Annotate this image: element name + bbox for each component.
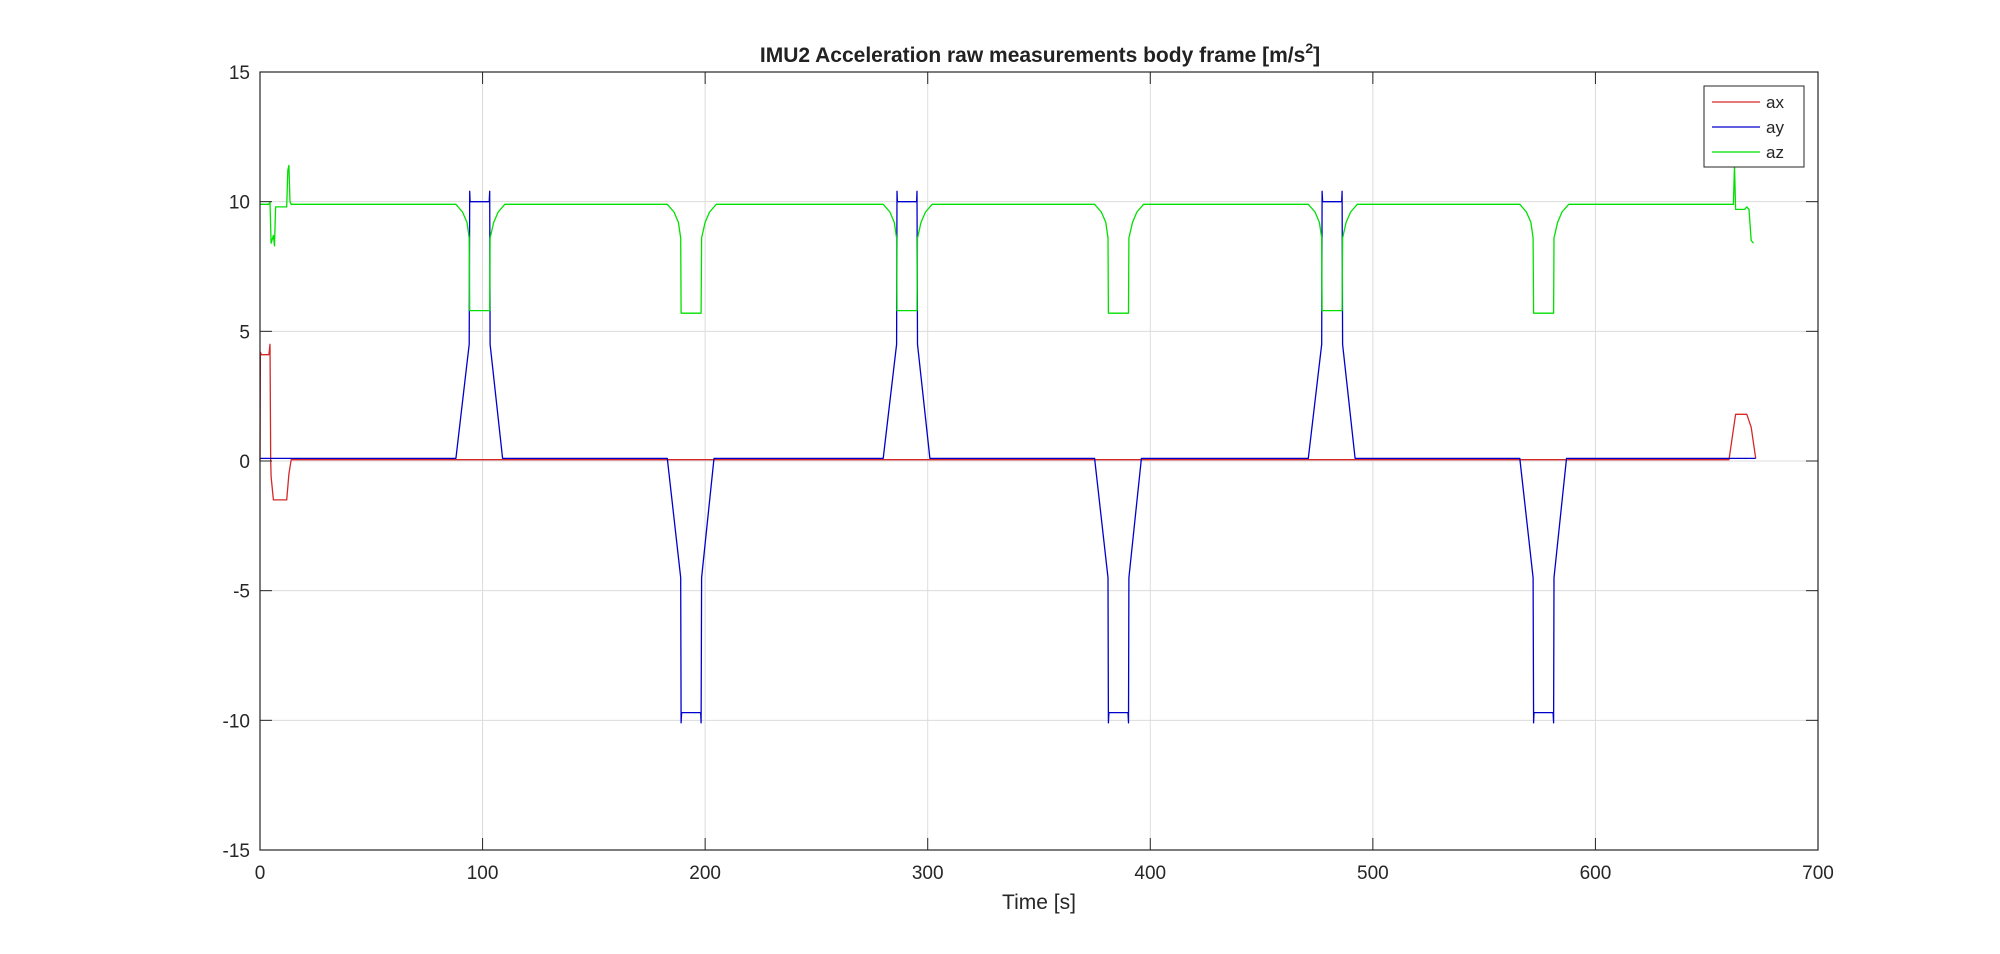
y-tick-label: 0 — [239, 452, 250, 473]
legend-label-ax: ax — [1766, 93, 1784, 112]
x-tick-label: 0 — [255, 863, 266, 884]
x-axis-label: Time [s] — [1002, 891, 1076, 914]
y-tick-label: 10 — [229, 193, 250, 214]
y-tick-label: 5 — [239, 322, 250, 343]
y-tick-label: -5 — [233, 582, 250, 603]
x-tick-label: 300 — [912, 863, 944, 884]
x-tick-label: 100 — [467, 863, 499, 884]
series-lines — [259, 164, 1757, 724]
series-line-az — [260, 164, 1754, 314]
legend-label-az: az — [1766, 143, 1784, 162]
chart-title-superscript: 2 — [1305, 40, 1313, 56]
x-tick-label: 700 — [1802, 863, 1834, 884]
y-tick-label: -15 — [223, 841, 250, 862]
chart-title-main: IMU2 Acceleration raw measurements body … — [760, 44, 1305, 67]
series-line-ay — [260, 190, 1756, 724]
legend[interactable]: ax ay az — [1703, 85, 1805, 168]
y-tick-label: 15 — [229, 63, 250, 84]
grid — [259, 71, 1819, 851]
x-tick-label: 200 — [689, 863, 721, 884]
legend-label-ay: ay — [1766, 118, 1784, 137]
y-tick-label: -10 — [223, 711, 250, 732]
axis-ticks: 0 100 200 300 400 500 600 700 -15 -10 -5 0 5 10 15 — [223, 63, 1834, 884]
x-tick-label: 400 — [1134, 863, 1166, 884]
chart-title: IMU2 Acceleration raw measurements body … — [760, 40, 1320, 67]
series-line-ax — [259, 343, 1757, 501]
chart-title-end: ] — [1313, 44, 1320, 67]
x-tick-label: 600 — [1580, 863, 1612, 884]
x-tick-label: 500 — [1357, 863, 1389, 884]
